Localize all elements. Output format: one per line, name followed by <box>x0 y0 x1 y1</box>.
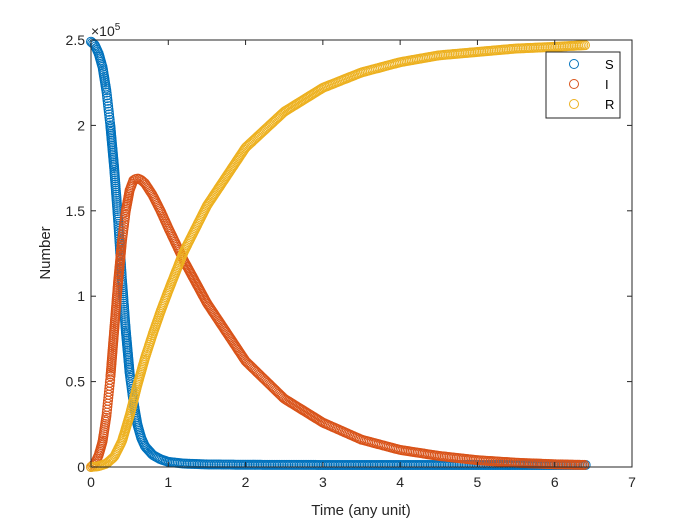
legend-label-I: I <box>605 77 609 92</box>
y-multiplier-base: ×10 <box>91 23 115 39</box>
point-S <box>103 106 114 117</box>
x-tick-label: 5 <box>474 474 482 490</box>
series-I <box>86 173 590 472</box>
legend-box <box>545 51 621 119</box>
legend-marker-R <box>569 99 579 109</box>
point-S <box>101 87 112 98</box>
point-S <box>101 90 112 101</box>
x-axis-label: Time (any unit) <box>311 502 410 519</box>
y-tick-label: 1 <box>77 288 85 304</box>
ticks-layer: 0 1 2 3 4 5 6 7 0 0.5 1 1.5 2 2.5 <box>66 32 637 490</box>
series-R <box>86 40 591 472</box>
point-S <box>105 117 116 128</box>
x-tick-label: 2 <box>242 474 250 490</box>
point-S <box>104 112 115 123</box>
series-layer <box>86 36 591 472</box>
point-I <box>579 459 590 470</box>
y-tick-label: 0.5 <box>66 374 86 390</box>
plot-frame <box>90 39 633 468</box>
point-I <box>104 380 115 391</box>
point-S <box>103 104 114 114</box>
x-tick-label: 6 <box>551 474 559 490</box>
y-tick-label: 1.5 <box>66 203 86 219</box>
legend-marker-S <box>569 59 579 69</box>
point-S <box>148 450 159 461</box>
point-S <box>102 93 113 104</box>
x-tick-label: 0 <box>87 474 95 490</box>
point-S <box>103 101 114 112</box>
x-tick-label: 3 <box>319 474 327 490</box>
point-I <box>147 189 158 200</box>
point-S <box>104 109 115 120</box>
legend: SIR <box>545 51 621 119</box>
y-multiplier-exponent: 5 <box>115 22 121 33</box>
x-tick-label: 1 <box>164 474 172 490</box>
point-I <box>104 377 115 388</box>
y-tick-label: 0 <box>77 459 85 475</box>
point-R <box>580 40 591 51</box>
y-tick-label: 2.5 <box>66 32 86 48</box>
legend-label-R: R <box>605 97 614 112</box>
y-axis-label: Number <box>37 226 54 279</box>
legend-label-S: S <box>605 57 614 72</box>
point-S <box>102 98 113 109</box>
x-tick-label: 7 <box>628 474 636 490</box>
x-tick-label: 4 <box>396 474 404 490</box>
point-S <box>102 95 113 106</box>
legend-marker-I <box>569 79 579 89</box>
y-multiplier: ×105 <box>91 22 121 39</box>
y-tick-label: 2 <box>77 117 85 133</box>
